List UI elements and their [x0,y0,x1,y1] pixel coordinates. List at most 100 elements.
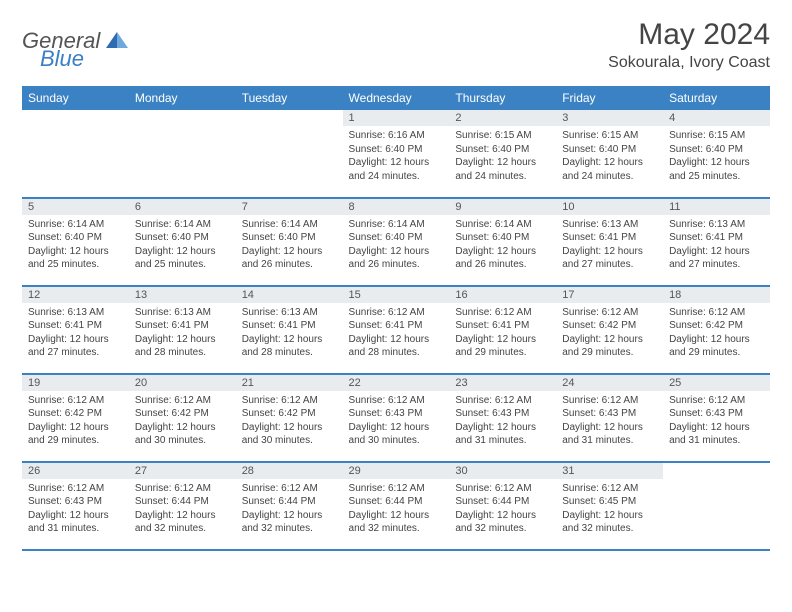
calendar-cell: 11Sunrise: 6:13 AMSunset: 6:41 PMDayligh… [663,198,770,286]
calendar-row: 5Sunrise: 6:14 AMSunset: 6:40 PMDaylight… [22,198,770,286]
calendar-cell: 29Sunrise: 6:12 AMSunset: 6:44 PMDayligh… [343,462,450,550]
day-number: 15 [343,287,450,303]
calendar-cell: 19Sunrise: 6:12 AMSunset: 6:42 PMDayligh… [22,374,129,462]
calendar-cell: 6Sunrise: 6:14 AMSunset: 6:40 PMDaylight… [129,198,236,286]
day-content: Sunrise: 6:13 AMSunset: 6:41 PMDaylight:… [129,303,236,364]
calendar-cell: 12Sunrise: 6:13 AMSunset: 6:41 PMDayligh… [22,286,129,374]
day-number: 24 [556,375,663,391]
calendar-body: 1Sunrise: 6:16 AMSunset: 6:40 PMDaylight… [22,110,770,550]
day-content: Sunrise: 6:12 AMSunset: 6:44 PMDaylight:… [343,479,450,540]
logo-blue: Blue [40,46,84,71]
day-content: Sunrise: 6:14 AMSunset: 6:40 PMDaylight:… [129,215,236,276]
logo-blue-wrap: Blue [40,46,84,72]
day-number: 14 [236,287,343,303]
logo-triangle-icon [106,30,128,53]
day-number: 12 [22,287,129,303]
day-content: Sunrise: 6:12 AMSunset: 6:43 PMDaylight:… [663,391,770,452]
month-title: May 2024 [608,18,770,52]
calendar-cell: 5Sunrise: 6:14 AMSunset: 6:40 PMDaylight… [22,198,129,286]
day-content: Sunrise: 6:16 AMSunset: 6:40 PMDaylight:… [343,126,450,187]
day-number: 8 [343,199,450,215]
calendar-cell: 18Sunrise: 6:12 AMSunset: 6:42 PMDayligh… [663,286,770,374]
day-content: Sunrise: 6:14 AMSunset: 6:40 PMDaylight:… [236,215,343,276]
calendar-cell [663,462,770,550]
day-number: 17 [556,287,663,303]
day-content: Sunrise: 6:12 AMSunset: 6:42 PMDaylight:… [22,391,129,452]
day-number: 25 [663,375,770,391]
calendar-cell: 28Sunrise: 6:12 AMSunset: 6:44 PMDayligh… [236,462,343,550]
calendar-cell: 7Sunrise: 6:14 AMSunset: 6:40 PMDaylight… [236,198,343,286]
day-content: Sunrise: 6:13 AMSunset: 6:41 PMDaylight:… [663,215,770,276]
day-number: 21 [236,375,343,391]
calendar-cell: 31Sunrise: 6:12 AMSunset: 6:45 PMDayligh… [556,462,663,550]
day-content: Sunrise: 6:12 AMSunset: 6:44 PMDaylight:… [236,479,343,540]
day-content: Sunrise: 6:12 AMSunset: 6:44 PMDaylight:… [129,479,236,540]
col-thursday: Thursday [449,87,556,110]
day-number: 13 [129,287,236,303]
calendar-cell: 21Sunrise: 6:12 AMSunset: 6:42 PMDayligh… [236,374,343,462]
day-number: 30 [449,463,556,479]
header: General May 2024 Sokourala, Ivory Coast [22,18,770,72]
calendar-cell: 26Sunrise: 6:12 AMSunset: 6:43 PMDayligh… [22,462,129,550]
day-number: 18 [663,287,770,303]
calendar-cell: 8Sunrise: 6:14 AMSunset: 6:40 PMDaylight… [343,198,450,286]
day-number: 27 [129,463,236,479]
day-number: 5 [22,199,129,215]
day-content: Sunrise: 6:15 AMSunset: 6:40 PMDaylight:… [556,126,663,187]
calendar-cell: 9Sunrise: 6:14 AMSunset: 6:40 PMDaylight… [449,198,556,286]
calendar-cell: 2Sunrise: 6:15 AMSunset: 6:40 PMDaylight… [449,110,556,198]
calendar-cell: 13Sunrise: 6:13 AMSunset: 6:41 PMDayligh… [129,286,236,374]
day-content: Sunrise: 6:12 AMSunset: 6:43 PMDaylight:… [449,391,556,452]
calendar-cell: 17Sunrise: 6:12 AMSunset: 6:42 PMDayligh… [556,286,663,374]
day-content: Sunrise: 6:12 AMSunset: 6:44 PMDaylight:… [449,479,556,540]
day-content: Sunrise: 6:13 AMSunset: 6:41 PMDaylight:… [556,215,663,276]
calendar-cell: 1Sunrise: 6:16 AMSunset: 6:40 PMDaylight… [343,110,450,198]
calendar-cell [22,110,129,198]
calendar-row: 19Sunrise: 6:12 AMSunset: 6:42 PMDayligh… [22,374,770,462]
day-content: Sunrise: 6:12 AMSunset: 6:43 PMDaylight:… [22,479,129,540]
calendar-cell: 16Sunrise: 6:12 AMSunset: 6:41 PMDayligh… [449,286,556,374]
day-number: 16 [449,287,556,303]
calendar-cell: 27Sunrise: 6:12 AMSunset: 6:44 PMDayligh… [129,462,236,550]
calendar-cell: 25Sunrise: 6:12 AMSunset: 6:43 PMDayligh… [663,374,770,462]
day-content: Sunrise: 6:14 AMSunset: 6:40 PMDaylight:… [22,215,129,276]
day-content: Sunrise: 6:14 AMSunset: 6:40 PMDaylight:… [343,215,450,276]
day-content: Sunrise: 6:12 AMSunset: 6:45 PMDaylight:… [556,479,663,540]
day-number: 10 [556,199,663,215]
calendar-row: 12Sunrise: 6:13 AMSunset: 6:41 PMDayligh… [22,286,770,374]
day-number: 9 [449,199,556,215]
day-number: 2 [449,110,556,126]
day-number: 20 [129,375,236,391]
calendar-cell: 3Sunrise: 6:15 AMSunset: 6:40 PMDaylight… [556,110,663,198]
col-sunday: Sunday [22,87,129,110]
day-content: Sunrise: 6:12 AMSunset: 6:41 PMDaylight:… [449,303,556,364]
day-number: 23 [449,375,556,391]
col-tuesday: Tuesday [236,87,343,110]
day-content: Sunrise: 6:12 AMSunset: 6:43 PMDaylight:… [556,391,663,452]
day-number: 1 [343,110,450,126]
day-number: 29 [343,463,450,479]
calendar-table: Sunday Monday Tuesday Wednesday Thursday… [22,86,770,551]
day-number: 22 [343,375,450,391]
day-number: 26 [22,463,129,479]
day-content: Sunrise: 6:12 AMSunset: 6:42 PMDaylight:… [663,303,770,364]
day-content: Sunrise: 6:13 AMSunset: 6:41 PMDaylight:… [236,303,343,364]
day-content: Sunrise: 6:12 AMSunset: 6:42 PMDaylight:… [129,391,236,452]
calendar-row: 26Sunrise: 6:12 AMSunset: 6:43 PMDayligh… [22,462,770,550]
day-content: Sunrise: 6:12 AMSunset: 6:41 PMDaylight:… [343,303,450,364]
day-content: Sunrise: 6:15 AMSunset: 6:40 PMDaylight:… [449,126,556,187]
calendar-cell: 20Sunrise: 6:12 AMSunset: 6:42 PMDayligh… [129,374,236,462]
col-wednesday: Wednesday [343,87,450,110]
day-content: Sunrise: 6:13 AMSunset: 6:41 PMDaylight:… [22,303,129,364]
day-number: 11 [663,199,770,215]
day-content: Sunrise: 6:15 AMSunset: 6:40 PMDaylight:… [663,126,770,187]
day-number: 7 [236,199,343,215]
day-number: 28 [236,463,343,479]
day-content: Sunrise: 6:12 AMSunset: 6:42 PMDaylight:… [236,391,343,452]
day-number: 4 [663,110,770,126]
day-content: Sunrise: 6:14 AMSunset: 6:40 PMDaylight:… [449,215,556,276]
day-number: 31 [556,463,663,479]
col-saturday: Saturday [663,87,770,110]
calendar-cell: 14Sunrise: 6:13 AMSunset: 6:41 PMDayligh… [236,286,343,374]
calendar-header-row: Sunday Monday Tuesday Wednesday Thursday… [22,87,770,110]
